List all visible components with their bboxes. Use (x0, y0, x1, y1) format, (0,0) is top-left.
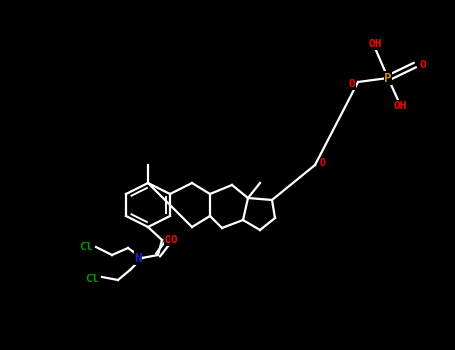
Text: O: O (165, 235, 172, 245)
Text: Cl: Cl (85, 274, 99, 284)
Text: O: O (349, 79, 355, 89)
Text: Cl: Cl (79, 242, 93, 252)
Text: P: P (384, 71, 392, 84)
Text: OH: OH (393, 101, 407, 111)
Text: OH: OH (368, 39, 382, 49)
Text: O: O (420, 60, 426, 70)
Text: O: O (320, 158, 326, 168)
Text: O: O (171, 235, 177, 245)
Text: N: N (134, 252, 142, 265)
